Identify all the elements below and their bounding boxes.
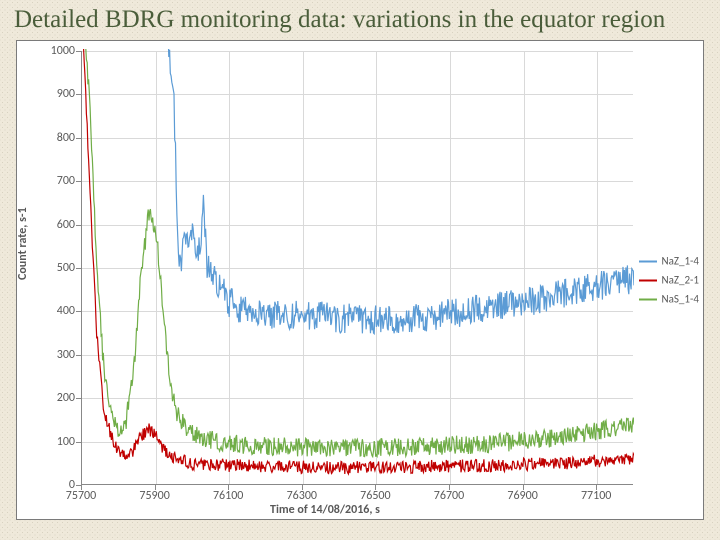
series-line: [82, 11, 634, 474]
y-tick-label: 1000: [35, 44, 75, 58]
y-tick-label: 500: [35, 261, 75, 275]
y-tick: [76, 355, 81, 356]
y-tick-label: 100: [35, 435, 75, 449]
plot-area: [81, 51, 633, 485]
y-tick-label: 200: [35, 391, 75, 405]
y-tick: [76, 268, 81, 269]
y-tick: [76, 225, 81, 226]
x-tick-label: 76900: [507, 489, 537, 503]
x-tick-label: 76500: [360, 489, 390, 503]
legend-swatch: [639, 298, 657, 300]
x-axis-title: Time of 14/08/2016, s: [17, 503, 633, 517]
legend-item: NaS_1-4: [639, 293, 699, 306]
legend-item: NaZ_1-4: [639, 255, 699, 268]
legend-item: NaZ_2-1: [639, 274, 699, 287]
y-tick-label: 300: [35, 348, 75, 362]
y-tick: [76, 181, 81, 182]
legend-label: NaS_1-4: [661, 293, 698, 306]
x-tick-label: 75900: [139, 489, 169, 503]
y-tick: [76, 51, 81, 52]
series-line: [82, 0, 634, 334]
x-tick-label: 76300: [287, 489, 317, 503]
legend-label: NaZ_1-4: [661, 255, 699, 268]
y-tick-label: 800: [35, 131, 75, 145]
slide-title: Detailed BDRG monitoring data: variation…: [14, 6, 665, 34]
legend-swatch: [639, 260, 657, 262]
y-tick-label: 700: [35, 174, 75, 188]
x-tick-label: 76100: [213, 489, 243, 503]
y-tick: [76, 398, 81, 399]
y-tick-label: 600: [35, 218, 75, 232]
y-axis-title: Count rate, s-1: [16, 207, 30, 280]
y-tick: [76, 138, 81, 139]
x-tick-label: 75700: [66, 489, 96, 503]
series-canvas: [82, 51, 634, 485]
y-tick-label: 900: [35, 87, 75, 101]
legend-label: NaZ_2-1: [661, 274, 699, 287]
x-tick-label: 76700: [434, 489, 464, 503]
y-tick-label: 400: [35, 304, 75, 318]
legend: NaZ_1-4 NaZ_2-1 NaS_1-4: [639, 249, 699, 312]
y-tick: [76, 442, 81, 443]
chart-container: Count rate, s-1 Time of 14/08/2016, s Na…: [16, 40, 704, 520]
series-line: [82, 13, 634, 457]
y-tick: [76, 94, 81, 95]
x-tick-label: 77100: [581, 489, 611, 503]
legend-swatch: [639, 279, 657, 281]
y-tick: [76, 311, 81, 312]
